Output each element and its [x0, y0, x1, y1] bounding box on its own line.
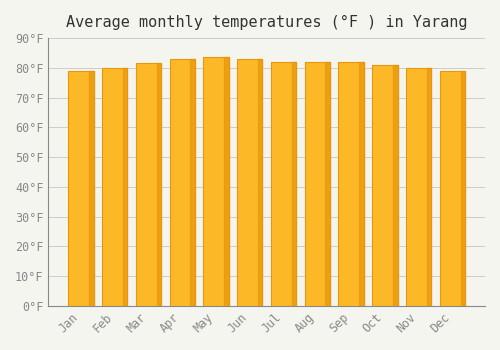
Bar	[156, 63, 161, 306]
Bar	[271, 62, 296, 306]
Bar	[372, 65, 398, 306]
Bar	[359, 62, 364, 306]
Bar	[427, 68, 432, 306]
Bar	[338, 62, 364, 306]
Bar	[406, 68, 431, 306]
Title: Average monthly temperatures (°F ) in Yarang: Average monthly temperatures (°F ) in Ya…	[66, 15, 468, 30]
Bar	[136, 63, 161, 306]
Bar	[460, 71, 465, 306]
Bar	[123, 68, 128, 306]
Bar	[170, 59, 195, 306]
Bar	[326, 62, 330, 306]
Bar	[440, 71, 465, 306]
Bar	[224, 57, 228, 306]
Bar	[102, 68, 128, 306]
Bar	[393, 65, 398, 306]
Bar	[304, 62, 330, 306]
Bar	[292, 62, 296, 306]
Bar	[89, 71, 94, 306]
Bar	[204, 57, 229, 306]
Bar	[237, 59, 262, 306]
Bar	[68, 71, 94, 306]
Bar	[190, 59, 195, 306]
Bar	[258, 59, 262, 306]
